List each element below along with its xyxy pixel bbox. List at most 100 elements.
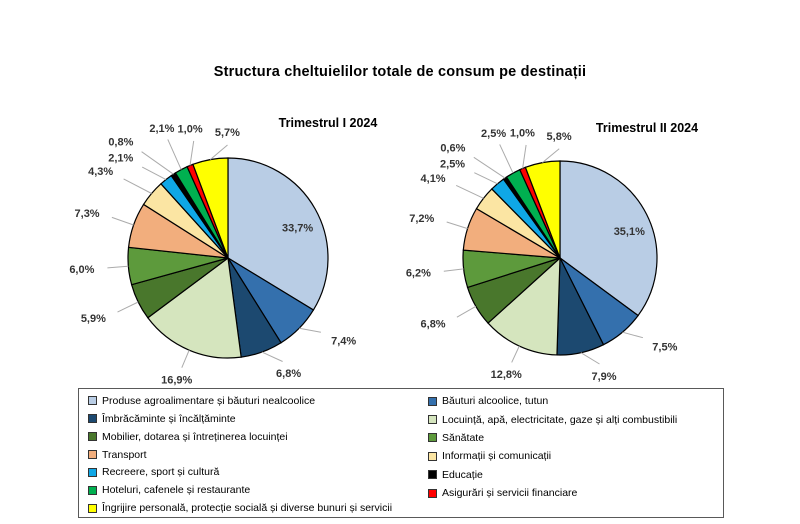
label-leader-line (455, 184, 484, 199)
percent-label: 2,5% (481, 128, 506, 140)
label-leader-line (473, 156, 506, 179)
percent-label: 7,9% (591, 371, 616, 383)
label-leader-line (111, 216, 134, 226)
label-leader-line (123, 178, 152, 194)
legend-key-swatch (88, 450, 97, 459)
legend-item-label: Îmbrăcăminte și încălțăminte (102, 412, 236, 425)
label-leader-line (474, 172, 498, 185)
legend-item: Produse agroalimentare și băuturi nealco… (88, 392, 428, 410)
percent-label: 1,0% (178, 123, 203, 135)
legend-item: Mobilier, dotarea și întreținerea locuin… (88, 428, 428, 446)
legend-item-label: Asigurări și servicii financiare (442, 487, 578, 500)
legend-item: Transport (88, 446, 428, 464)
legend-item-label: Informații și comunicații (442, 450, 552, 463)
percent-label: 16,9% (161, 375, 192, 387)
legend-key-swatch (428, 396, 437, 406)
percent-label: 5,8% (547, 131, 572, 143)
label-leader-line (511, 345, 520, 363)
legend-item: Sănătate (428, 429, 723, 447)
legend-item-label: Îngrijire personală, protecție socială ș… (102, 502, 393, 515)
legend-key-swatch (88, 503, 97, 513)
percent-label: 5,9% (81, 313, 106, 325)
percent-label: 7,5% (652, 342, 677, 354)
legend-item: Recreere, sport și cultură (88, 463, 428, 481)
label-leader-line (167, 139, 182, 170)
chart-title-trimestrul-2: Trimestrul II 2024 (595, 121, 699, 135)
percent-label: 6,2% (406, 268, 431, 280)
legend-key-swatch (428, 451, 437, 461)
percent-label: 2,1% (149, 123, 174, 135)
legend-item: Educație (428, 466, 723, 484)
label-leader-line (542, 148, 560, 163)
legend-item-label: Transport (102, 448, 147, 461)
label-leader-line (117, 301, 139, 313)
legend-item-label: Mobilier, dotarea și întreținerea locuin… (102, 430, 288, 443)
label-leader-line (443, 268, 464, 272)
legend-column-left: Produse agroalimentare și băuturi nealco… (79, 389, 428, 517)
percent-label: 35,1% (614, 226, 645, 238)
percent-label: 1,0% (510, 128, 535, 140)
chart-legend: Produse agroalimentare și băuturi nealco… (78, 388, 724, 518)
percent-label: 12,8% (491, 369, 522, 381)
label-leader-line (446, 221, 468, 230)
percent-label: 6,8% (421, 319, 446, 331)
legend-item-label: Sănătate (442, 431, 485, 444)
legend-key-swatch (428, 433, 437, 443)
legend-item-label: Educație (442, 468, 483, 481)
legend-key-swatch (88, 396, 97, 406)
percent-label: 7,2% (409, 213, 434, 225)
label-leader-line (299, 327, 321, 333)
legend-key-swatch (428, 415, 437, 425)
percent-label: 6,0% (69, 264, 94, 276)
pie-slice (524, 160, 561, 259)
legend-key-swatch (88, 432, 97, 442)
pie-chart-trimestrul-2: 35,1% 7,5% 7,9% 12,8% 6,8% 6,2% 7,2% 4,1% 2,5% 0,… (406, 128, 678, 384)
percent-label: 2,1% (108, 153, 133, 165)
legend-column-right: Băuturi alcoolice, tutun Locuință, apă, e… (428, 389, 723, 517)
percent-label: 7,3% (75, 208, 100, 220)
pie-slice (147, 256, 242, 359)
legend-item-label: Hoteluri, cafenele și restaurante (102, 484, 251, 497)
legend-item-label: Locuință, apă, electricitate, gaze și al… (442, 413, 678, 426)
percent-label: 7,4% (331, 335, 356, 347)
legend-item-label: Recreere, sport și cultură (102, 466, 220, 479)
label-leader-line (522, 144, 527, 169)
label-leader-line (580, 352, 600, 365)
percent-label: 5,7% (215, 127, 240, 139)
legend-item: Informații și comunicații (428, 447, 723, 465)
legend-key-swatch (428, 470, 437, 480)
legend-key-swatch (428, 488, 437, 498)
label-leader-line (141, 151, 174, 175)
legend-item-label: Băuturi alcoolice, tutun (442, 395, 549, 408)
label-leader-line (261, 351, 283, 362)
label-leader-line (499, 144, 514, 174)
legend-key-swatch (88, 414, 97, 424)
percent-label: 4,1% (421, 173, 446, 185)
chart-title-trimestrul-1: Trimestrul I 2024 (278, 116, 378, 130)
percent-label: 0,6% (440, 143, 465, 155)
label-leader-line (456, 305, 477, 318)
pie-chart-trimestrul-1: 33,7%7,4%6,8%16,9%5,9%6,0%7,3%4,3%2,1%0,… (69, 123, 356, 387)
legend-item: Hoteluri, cafenele și restaurante (88, 481, 428, 499)
legend-item-label: Produse agroalimentare și băuturi nealco… (102, 394, 316, 407)
legend-key-swatch (88, 485, 97, 495)
label-leader-line (181, 349, 190, 368)
label-leader-line (107, 265, 129, 269)
percent-label: 4,3% (88, 166, 113, 178)
label-leader-line (189, 140, 195, 166)
legend-item: Îmbrăcăminte și încălțăminte (88, 410, 428, 428)
pie-slice (192, 157, 229, 259)
label-leader-line (622, 331, 644, 339)
pie-slice (559, 160, 658, 317)
label-leader-line (209, 144, 228, 160)
legend-key-swatch (88, 467, 97, 477)
label-leader-line (141, 166, 167, 181)
percent-label: 0,8% (108, 137, 133, 149)
pie-slice (227, 157, 329, 311)
legend-item: Asigurări și servicii financiare (428, 484, 723, 502)
legend-item: Locuință, apă, electricitate, gaze și al… (428, 410, 723, 428)
percent-label: 2,5% (440, 159, 465, 171)
page-title: Structura cheltuielilor totale de consum… (213, 64, 587, 80)
legend-item: Îngrijire personală, protecție socială ș… (88, 499, 428, 517)
